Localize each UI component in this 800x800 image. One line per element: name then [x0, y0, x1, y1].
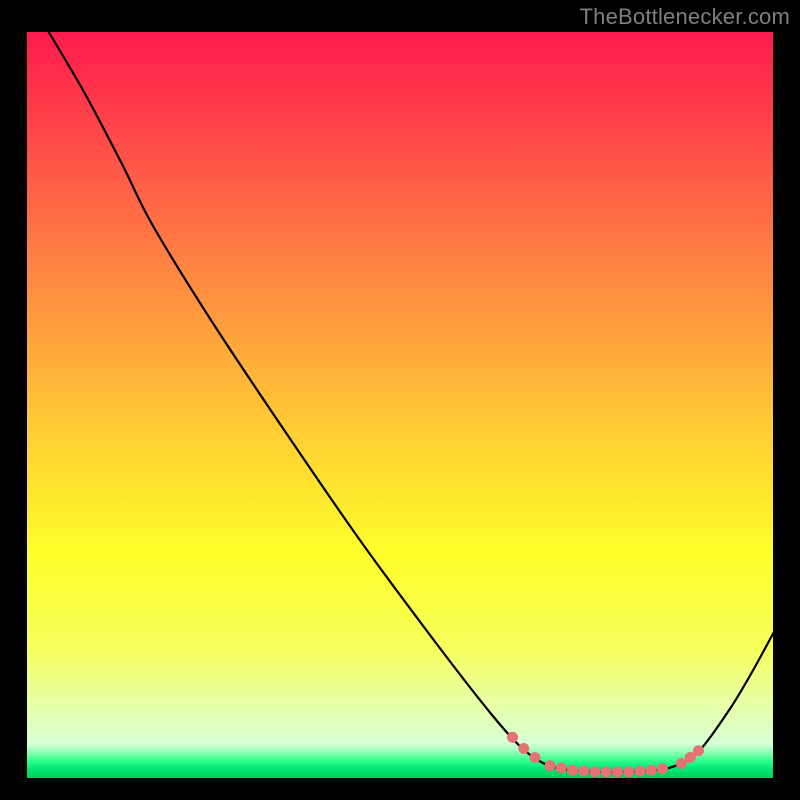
- marker-dot: [601, 766, 612, 777]
- chart-stage: TheBottlenecker.com: [0, 0, 800, 800]
- marker-dot: [530, 752, 541, 763]
- marker-dot: [612, 766, 623, 777]
- plot-svg: [25, 30, 775, 780]
- marker-dot: [693, 745, 704, 756]
- marker-dot: [623, 766, 634, 777]
- marker-dot: [676, 758, 687, 769]
- marker-dot: [556, 763, 567, 774]
- marker-dot: [578, 766, 589, 777]
- marker-dot: [635, 766, 646, 777]
- marker-dot: [657, 763, 668, 774]
- attribution-text: TheBottlenecker.com: [580, 4, 790, 30]
- marker-dot: [545, 760, 556, 771]
- plot-background: [25, 30, 775, 780]
- marker-dot: [518, 743, 529, 754]
- marker-dot: [507, 732, 518, 743]
- plot-area: [25, 30, 775, 780]
- marker-dot: [646, 765, 657, 776]
- marker-dot: [590, 766, 601, 777]
- marker-dot: [567, 765, 578, 776]
